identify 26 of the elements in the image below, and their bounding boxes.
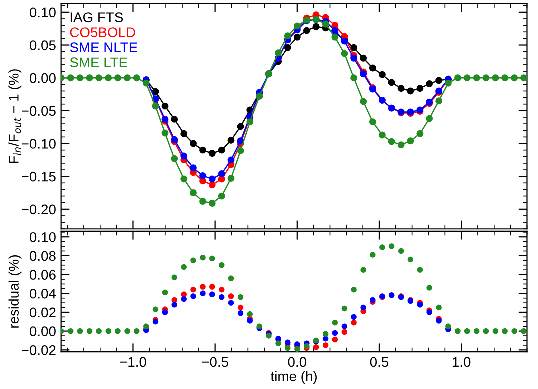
y-axis-title: F$_{in}$/F$_{out}$ − 1 (%) [8, 70, 22, 164]
y-tick-label: −0.05 [22, 106, 56, 116]
series-label: SME LTE [70, 58, 128, 68]
y-tick-label: −0.02 [22, 345, 56, 356]
x-tick-label: 1.0 [452, 357, 471, 368]
y-tick-label: 0.00 [30, 73, 56, 84]
x-tick-label: −0.5 [202, 357, 228, 368]
x-axis-title: time (h) [270, 371, 317, 384]
y-tick-label: −0.20 [22, 204, 56, 215]
x-tick-label: 0.5 [370, 357, 389, 368]
x-tick-label: −1.0 [120, 357, 146, 368]
legend-label: IAG FTS [70, 12, 124, 22]
y-tick-label: −0.10 [22, 139, 56, 149]
y-tick-label: 0.08 [30, 251, 56, 262]
y-tick-label: 0.00 [30, 326, 56, 336]
series-label: SME NLTE [70, 42, 138, 52]
y-tick-label: 0.10 [30, 8, 56, 18]
y-tick-label: 0.04 [30, 288, 56, 299]
y-tick-label: 0.06 [30, 270, 56, 280]
x-tick-label: 0.0 [288, 357, 307, 368]
y-tick-label: −0.15 [22, 172, 56, 182]
y-tick-label: 0.02 [30, 308, 56, 318]
y-tick-label: 0.05 [30, 40, 56, 50]
text: CO5BOLD [70, 28, 136, 38]
y-tick-label: 0.10 [30, 232, 56, 242]
y-axis-title: residual (%) [8, 256, 22, 328]
